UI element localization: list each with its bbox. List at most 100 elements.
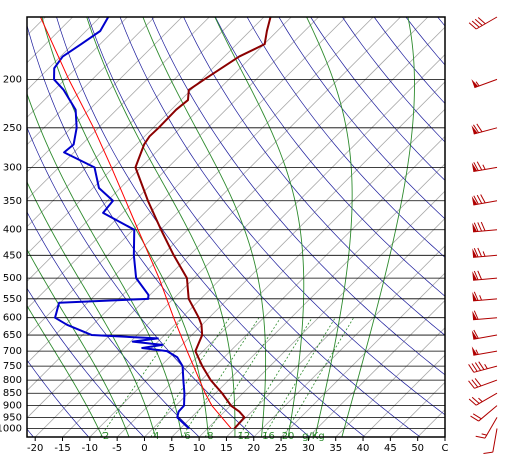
isotherm — [27, 17, 237, 228]
barb-staff — [478, 405, 498, 422]
isotherm — [308, 299, 445, 437]
y-tick-label: 400 — [3, 225, 22, 236]
y-tick-label: 1000 — [0, 423, 22, 434]
wind-barb — [471, 78, 498, 89]
y-tick-label: 200 — [3, 74, 22, 85]
y-tick-label: 500 — [3, 273, 22, 284]
y-tick-label: 950 — [3, 412, 22, 423]
barb-feather — [474, 18, 483, 26]
barb-flag — [471, 125, 478, 135]
x-tick-label: 40 — [357, 443, 370, 454]
barb-feather — [473, 310, 479, 320]
mixing-ratio-line — [204, 317, 281, 437]
barb-flag — [472, 291, 478, 301]
barb-feather — [473, 162, 479, 171]
barb-half — [484, 363, 488, 369]
profile-line — [134, 17, 272, 430]
barb-staff — [475, 16, 498, 30]
wind-barb — [472, 247, 498, 258]
isotherm — [362, 354, 445, 437]
y-tick-label: 900 — [3, 401, 22, 412]
wind-barb — [471, 346, 498, 356]
y-tick-label: 250 — [3, 123, 22, 134]
barb-flag — [472, 310, 478, 320]
y-tick-label: 750 — [3, 361, 22, 372]
barb-feather — [473, 222, 479, 232]
wind-barb — [470, 405, 498, 422]
barb-feather — [476, 123, 483, 133]
barb-half — [475, 81, 480, 87]
barb-feather — [473, 124, 480, 133]
wind-barb — [468, 378, 498, 389]
barb-half — [482, 251, 486, 257]
barb-feather — [471, 396, 480, 404]
isotherm — [27, 17, 401, 392]
barb-feather — [478, 361, 485, 370]
wind-barb — [468, 392, 498, 406]
barb-feather — [472, 413, 482, 420]
barb-half — [481, 433, 487, 436]
wind-barb — [483, 428, 498, 455]
mixing-ratio-line — [238, 317, 313, 437]
dry-adiabat — [119, 17, 445, 416]
barb-feather — [468, 380, 475, 389]
x-tick-label: C — [442, 443, 449, 454]
x-tick-label: 15 — [220, 443, 233, 454]
barb-staff — [474, 379, 498, 389]
barb-feather — [473, 270, 479, 281]
isotherm — [27, 17, 128, 118]
barb-staff — [473, 350, 498, 356]
barb-feather — [477, 222, 483, 232]
wind-barb — [468, 16, 498, 30]
barb-feather — [477, 247, 483, 257]
barb-feather — [474, 362, 481, 371]
profile-line — [53, 17, 190, 430]
barb-staff — [473, 317, 498, 321]
barb-feather — [468, 22, 477, 30]
wind-barb — [472, 291, 498, 302]
barb-feather — [475, 435, 486, 439]
x-tick-label: 30 — [302, 443, 315, 454]
y-tick-label: 550 — [3, 294, 22, 305]
barb-feather — [477, 17, 486, 25]
wind-barb — [471, 123, 498, 135]
plot-border — [26, 16, 446, 438]
barb-flag — [472, 222, 478, 232]
isotherm — [226, 217, 445, 437]
plot-area — [27, 17, 445, 437]
dry-adiabat — [183, 17, 445, 336]
isotherm — [280, 272, 445, 437]
isotherm — [171, 163, 445, 437]
dry-adiabat — [27, 287, 145, 437]
y-tick-label: 300 — [3, 162, 22, 173]
barb-feather — [476, 194, 483, 204]
y-tick-label: 800 — [3, 375, 22, 386]
wind-barb — [471, 329, 498, 340]
barb-flag — [471, 162, 478, 172]
barb-feather — [468, 398, 477, 406]
isotherm — [27, 17, 101, 91]
x-tick-label: -20 — [27, 443, 43, 454]
barb-staff — [492, 428, 498, 453]
dry-adiabat — [27, 211, 200, 437]
barb-staff — [473, 277, 498, 281]
dry-adiabat — [246, 17, 445, 258]
barb-feather — [480, 194, 486, 204]
x-tick-label: 20 — [247, 443, 260, 454]
dry-adiabat — [27, 24, 310, 437]
barb-feather — [480, 221, 486, 231]
x-tick-label: 0 — [141, 443, 147, 454]
dry-adiabat — [87, 17, 421, 437]
wind-barbs — [468, 16, 498, 455]
isotherm — [198, 190, 445, 437]
barb-feather — [470, 415, 479, 422]
x-tick-label: 35 — [329, 443, 342, 454]
dry-adiabat — [310, 17, 445, 181]
barb-feather — [476, 161, 483, 171]
isotherm — [27, 17, 347, 337]
barb-feather — [471, 363, 478, 372]
wind-barb — [475, 417, 498, 439]
y-tick-label: 700 — [3, 346, 22, 357]
barb-feather — [471, 20, 480, 28]
barb-flag — [472, 248, 478, 258]
